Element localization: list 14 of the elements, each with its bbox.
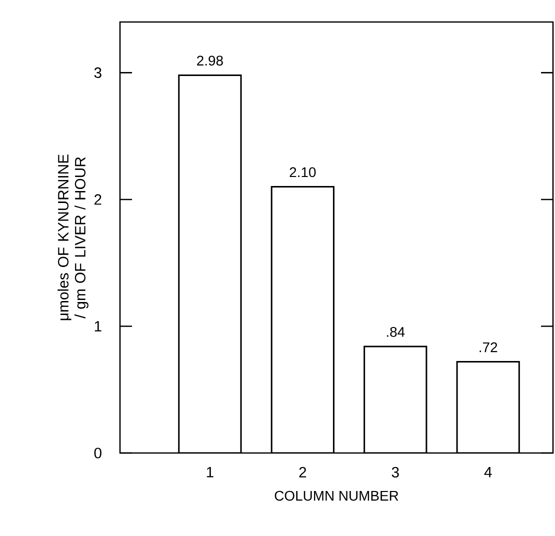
x-tick-label: 4 (484, 466, 492, 478)
y-tick-label: 2 (94, 194, 102, 205)
y-tick-label: 3 (94, 67, 102, 78)
x-tick-label: 2 (299, 466, 306, 478)
y-axis-title: μmoles OF KYNURNINE / gm OF LIVER / HOUR (58, 154, 88, 320)
data-label: 2.98 (197, 56, 223, 66)
x-axis-title: COLUMN NUMBER (274, 490, 398, 501)
data-label: .84 (386, 326, 405, 337)
x-tick-label: 1 (206, 466, 214, 478)
x-tick-label: 3 (392, 466, 399, 478)
data-label: .72 (480, 342, 498, 352)
y-tick-label: 0 (94, 448, 102, 458)
y-tick-label: 1 (94, 321, 102, 332)
data-label: 2.10 (290, 167, 316, 178)
